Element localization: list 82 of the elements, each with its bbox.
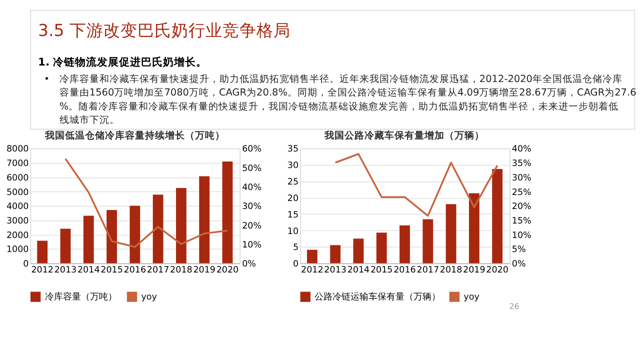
y-tick-label: 2000 [6,230,29,241]
y-tick-label: 10 [287,226,299,237]
bar [492,169,503,264]
y2-tick-label: 50% [242,164,262,174]
x-tick-label: 2016 [124,265,146,276]
y2-tick-label: 25% [512,188,532,198]
legend-label: 公路冷链运输车保有量（万辆） [314,292,441,303]
x-tick-label: 2018 [170,265,192,276]
text: 26 [509,302,520,311]
y2-tick-label: 5% [512,245,526,256]
bar [422,219,434,264]
y-tick-label: 25 [287,178,299,188]
y2-tick-label: 40% [512,144,532,155]
y-tick-label: 5000 [6,188,29,198]
bar [83,216,94,264]
y2-tick-label: 30% [512,173,532,184]
y2-tick-label: 0% [512,260,526,270]
bar [353,238,364,264]
y2-tick-label: 15% [512,216,532,227]
legend-label: yoy [464,292,480,303]
legend-label: 冷库容量（万吨） [44,292,117,303]
y-tick-label: 5 [292,243,299,254]
text: 3.5 下游改变巴氏奶行业竞争格局 [38,21,291,40]
bar [199,176,210,264]
x-tick-label: 2015 [100,265,123,276]
text: • [44,74,50,86]
y2-tick-label: 0% [242,260,256,270]
y2-tick-label: 10% [512,230,532,241]
y2-tick-label: 20% [512,202,532,212]
x-tick-label: 2018 [440,265,462,276]
x-tick-label: 2020 [486,265,508,276]
bar [468,193,480,264]
y-tick-label: 8000 [6,144,29,155]
bar [130,206,140,264]
x-tick-label: 2019 [193,265,216,276]
y-tick-label: 3000 [6,216,29,227]
y2-tick-label: 35% [512,159,532,170]
y-tick-label: 7000 [6,159,29,170]
y-tick-label: 35 [287,144,299,155]
x-tick-label: 2019 [463,265,486,276]
x-tick-label: 2013 [324,265,346,276]
chart-title: 我国公路冷藏车保有量增加（万辆） [324,130,485,142]
bar [106,210,117,264]
y-tick-label: 4000 [6,202,29,212]
y2-tick-label: 40% [242,182,262,193]
bar [176,188,186,264]
y-tick-label: 0 [292,260,299,270]
bar [222,161,233,264]
chart-title: 我国低温仓储冷库容量持续增长（万吨） [44,130,225,142]
y2-tick-label: 10% [242,240,262,250]
y2-tick-label: 30% [242,202,262,212]
bar [60,228,71,264]
x-tick-label: 2015 [370,265,393,276]
bar [152,194,164,264]
x-tick-label: 2017 [146,265,170,276]
y-tick-label: 15 [287,210,299,220]
text: 1. 冷链物流发展促进巴氏奶增长。 [38,55,208,68]
bar [330,245,341,264]
line-series [64,158,228,248]
bar [306,250,318,264]
y-tick-label: 0 [23,260,29,270]
bar [400,225,410,264]
y2-tick-label: 60% [242,144,262,155]
line-series [334,153,498,217]
x-tick-label: 2012 [31,265,54,276]
x-tick-label: 2014 [77,265,100,276]
text: 冷库容量和冷藏车保有量快速提升，助力低温奶拓宽销售半径。近年来我国冷链物流发展迅猛，2012-2020年全国低温仓储冷库容量由1560万吨增加至7080万吨，CAGR为20.8%。同期，全国公路冷链运输车保有量从4.09万辆增至28.67万辆，CAGR为27.6%。随着冷库容量和冷藏车保有量的快速提升，我国冷链物流基础设施愈发完善，助力低温奶拓宽销售半径，未来进一步朝着低线城市下沉。 [59,73,636,126]
x-tick-label: 2017 [416,265,440,276]
x-tick-label: 2013 [54,265,77,276]
x-tick-label: 2014 [347,265,370,276]
y-tick-label: 20 [287,194,299,204]
legend-label: yoy [141,292,157,303]
y-tick-label: 1000 [6,245,29,256]
y-tick-label: 6000 [6,173,29,184]
bar [446,204,456,264]
x-tick-label: 2016 [394,265,416,276]
bar [37,240,48,264]
y-tick-label: 30 [287,161,299,172]
x-tick-label: 2020 [216,265,239,276]
y2-tick-label: 20% [242,221,262,232]
x-tick-label: 2012 [301,265,324,276]
bar [376,232,387,264]
